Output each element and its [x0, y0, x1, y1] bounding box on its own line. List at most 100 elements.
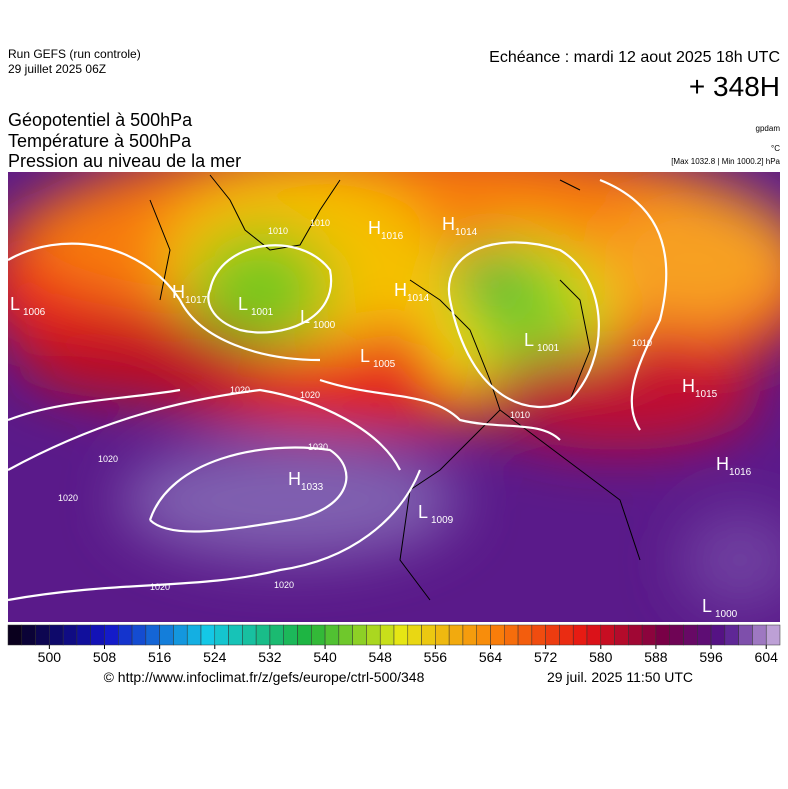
center-value: 1014 [407, 293, 430, 304]
colorbar-cell [545, 624, 560, 646]
colorbar-cell [228, 624, 243, 646]
field: Géopotentiel à 500hPa [8, 110, 193, 130]
center-value: 1014 [455, 227, 478, 238]
colorbar-cell [765, 624, 781, 646]
colorbar-cell [104, 624, 119, 646]
center-value: 1001 [537, 343, 560, 354]
colorbar-cell [283, 624, 298, 646]
colorbar-label: 548 [369, 649, 393, 665]
colorbar-cell [131, 624, 147, 646]
center-value: 1005 [373, 359, 396, 370]
colorbar-cell [7, 624, 23, 646]
colorbar-cell [752, 624, 767, 646]
center-value: 1000 [715, 609, 738, 620]
isobar-label: 1020 [98, 454, 118, 464]
colorbar-cell [145, 624, 160, 646]
colorbar-cell [366, 624, 381, 646]
colorbar-cell [628, 624, 643, 646]
center-kind: L [238, 294, 248, 314]
colorbar-cell [600, 624, 615, 646]
colorbar-label: 596 [699, 649, 723, 665]
colorbar-cell [476, 624, 491, 646]
center-kind: L [418, 502, 428, 522]
colorbar-cell [200, 624, 216, 646]
isobar-label: 1020 [58, 493, 78, 503]
isobar-label: 1010 [268, 226, 288, 236]
map [8, 172, 780, 622]
colorbar-label: 572 [534, 649, 558, 665]
colorbar-cell [517, 624, 533, 646]
colorbar-cell [586, 624, 602, 646]
colorbar-cell [407, 624, 422, 646]
colorbar-cell [76, 624, 91, 646]
colorbar-cell [21, 624, 36, 646]
colorbar-cell [614, 624, 629, 646]
colorbar-cell [118, 624, 133, 646]
center-kind: H [394, 280, 407, 300]
colorbar-cell [572, 624, 588, 646]
center-kind: H [172, 282, 185, 302]
extremes: [Max 1032.8 | Min 1000.2] hPa [671, 157, 780, 166]
lead: + 348H [689, 71, 780, 102]
colorbar-cell [697, 624, 712, 646]
colorbar-label: 580 [589, 649, 613, 665]
center-value: 1016 [729, 467, 752, 478]
run-date: 29 juillet 2025 06Z [8, 62, 106, 76]
colorbar-cell [504, 624, 519, 646]
isobar-label: 1020 [274, 580, 294, 590]
colorbar-cell [393, 624, 409, 646]
colorbar-label: 524 [203, 649, 227, 665]
colorbar-cell [255, 624, 271, 646]
isobar-label: 1010 [310, 218, 330, 228]
colorbar-cell [173, 624, 188, 646]
center-value: 1016 [381, 231, 404, 242]
center-value: 1009 [431, 515, 454, 526]
isobar-label: 1020 [230, 385, 250, 395]
colorbar-cell [641, 624, 657, 646]
colorbar-cell [49, 624, 64, 646]
colorbar-label: 540 [313, 649, 337, 665]
center-kind: L [10, 294, 20, 314]
colorbar-label: 564 [479, 649, 503, 665]
colorbar-cell [324, 624, 340, 646]
colorbar-label: 500 [38, 649, 62, 665]
colorbar-label: 604 [755, 649, 779, 665]
colorbar-cell [352, 624, 367, 646]
colorbar-cell [338, 624, 353, 646]
colorbar-cell [90, 624, 105, 646]
colorbar-cell [297, 624, 312, 646]
colorbar-cell [435, 624, 450, 646]
colorbar-cell [669, 624, 684, 646]
colorbar-cell [311, 624, 326, 646]
center-value: 1000 [313, 320, 336, 331]
colorbar-cell [738, 624, 753, 646]
colorbar-label: 532 [258, 649, 282, 665]
field: Pression au niveau de la mer [8, 151, 241, 171]
center-kind: H [442, 214, 455, 234]
colorbar-cell [710, 624, 726, 646]
colorbar-cell [448, 624, 464, 646]
colorbar-cell [214, 624, 229, 646]
isobar-label: 1010 [632, 338, 652, 348]
center-kind: H [368, 218, 381, 238]
colorbar-cell [186, 624, 202, 646]
center-kind: L [702, 596, 712, 616]
run: Run GEFS (run controle) [8, 47, 141, 61]
source: © http://www.infoclimat.fr/z/gefs/europe… [104, 669, 425, 685]
colorbar-cell [724, 624, 739, 646]
colorbar-label: 588 [644, 649, 668, 665]
colorbar-cell [159, 624, 174, 646]
colorbar-cell [35, 624, 50, 646]
isobar-label: 1020 [300, 390, 320, 400]
colorbar-cell [242, 624, 257, 646]
isobar-label: 1030 [308, 442, 328, 452]
colorbar-cell [490, 624, 505, 646]
colorbar-cell [559, 624, 574, 646]
colorbar-cell [421, 624, 436, 646]
center-kind: H [716, 454, 729, 474]
colorbar-label: 556 [424, 649, 448, 665]
colorbar-cell [531, 624, 546, 646]
colorbar-cell [379, 624, 395, 646]
colorbar-cell [655, 624, 670, 646]
